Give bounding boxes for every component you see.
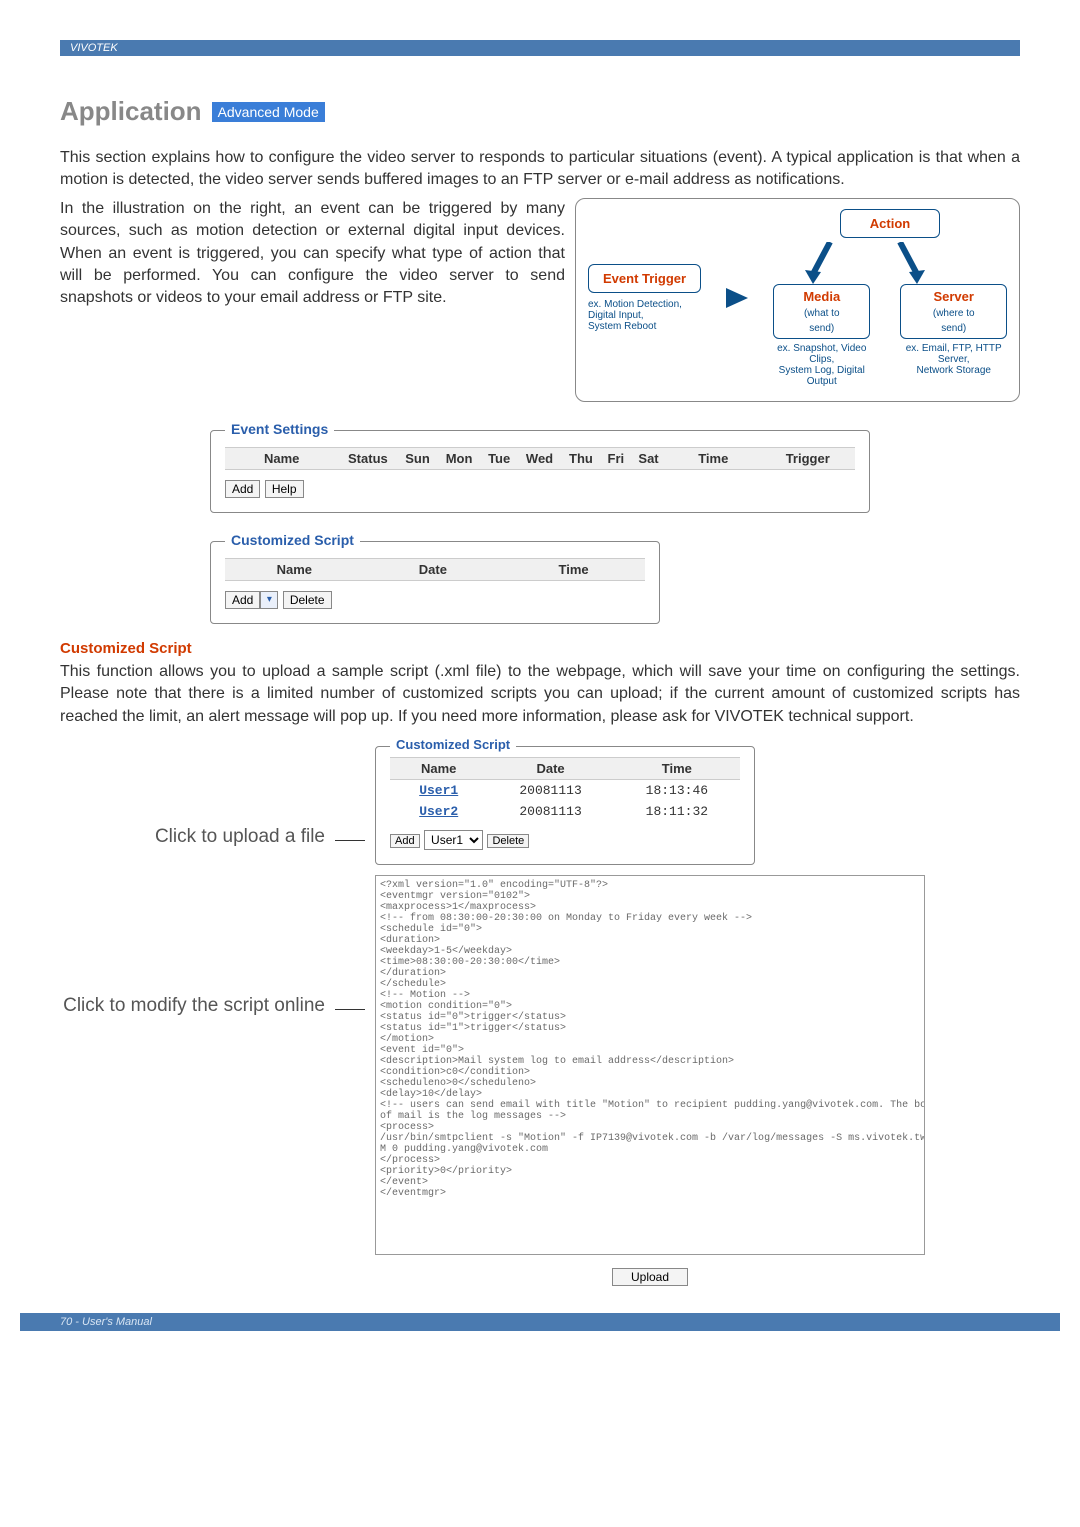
advanced-mode-badge: Advanced Mode <box>212 102 325 122</box>
col-fri: Fri <box>601 447 631 469</box>
row-time: 18:13:46 <box>614 779 740 801</box>
xml-editor[interactable] <box>375 875 925 1255</box>
customized-script-heading: Customized Script <box>60 640 1020 657</box>
arrow-down-right-icon <box>895 242 925 284</box>
modify-script-label: Click to modify the script online <box>60 995 325 1017</box>
col-sun: Sun <box>397 447 437 469</box>
footer: 70 - User's Manual <box>20 1313 1060 1331</box>
arrow-down-left-icon <box>805 242 835 284</box>
delete-button[interactable]: Delete <box>487 834 529 848</box>
help-button[interactable]: Help <box>265 480 304 498</box>
flow-diagram: Event Trigger ex. Motion Detection, Digi… <box>575 198 1020 402</box>
media-box: Media (what to send) <box>773 284 870 339</box>
add-script-button[interactable]: Add <box>225 591 260 609</box>
row-time: 18:11:32 <box>614 801 740 822</box>
delete-script-button[interactable]: Delete <box>283 591 332 609</box>
col-thu: Thu <box>561 447 600 469</box>
pointer-line-icon <box>335 1009 365 1010</box>
customized-script-panel-populated: Customized Script Name Date Time User1 2… <box>375 746 755 865</box>
play-arrow-icon <box>726 288 748 308</box>
add-event-button[interactable]: Add <box>225 480 260 498</box>
customized-script-title: Customized Script <box>225 532 360 548</box>
user-select[interactable]: User1 <box>424 830 483 850</box>
add-button[interactable]: Add <box>390 834 420 848</box>
col-trigger: Trigger <box>761 447 856 469</box>
upload-button[interactable]: Upload <box>612 1268 688 1286</box>
col-time: Time <box>666 447 761 469</box>
event-settings-table: Name Status Sun Mon Tue Wed Thu Fri Sat … <box>225 447 855 470</box>
page-title: Application <box>60 96 202 127</box>
row-date: 20081113 <box>487 779 613 801</box>
media-examples: ex. Snapshot, Video Clips, System Log, D… <box>773 343 870 387</box>
illustration-text: In the illustration on the right, an eve… <box>60 198 565 310</box>
customized-script-title-2: Customized Script <box>390 737 516 752</box>
customized-script-table-empty: Name Date Time <box>225 558 645 581</box>
user1-link[interactable]: User1 <box>419 783 458 798</box>
col-wed: Wed <box>518 447 562 469</box>
col-date: Date <box>364 558 503 580</box>
col-time: Time <box>502 558 645 580</box>
title-row: Application Advanced Mode <box>60 96 1020 127</box>
upload-file-label: Click to upload a file <box>60 826 325 848</box>
event-trigger-examples: ex. Motion Detection, Digital Input, Sys… <box>588 299 701 332</box>
dropdown-icon[interactable]: ▾ <box>260 591 278 609</box>
brand-header: VIVOTEK <box>60 40 1020 56</box>
row-date: 20081113 <box>487 801 613 822</box>
col-name: Name <box>225 558 364 580</box>
intro-text: This section explains how to configure t… <box>60 147 1020 192</box>
action-box: Action <box>840 209 940 238</box>
event-settings-panel: Event Settings Name Status Sun Mon Tue W… <box>210 430 870 513</box>
user2-link[interactable]: User2 <box>419 804 458 819</box>
customized-script-panel-empty: Customized Script Name Date Time Add▾ De… <box>210 541 660 624</box>
col-tue: Tue <box>481 447 518 469</box>
col-sat: Sat <box>631 447 666 469</box>
col-name: Name <box>390 757 487 779</box>
pointer-line-icon <box>335 840 365 841</box>
col-time: Time <box>614 757 740 779</box>
col-date: Date <box>487 757 613 779</box>
col-status: Status <box>338 447 397 469</box>
event-settings-title: Event Settings <box>225 421 334 437</box>
customized-script-table-populated: Name Date Time User1 20081113 18:13:46 U… <box>390 757 740 822</box>
server-examples: ex. Email, FTP, HTTP Server, Network Sto… <box>900 343 1007 376</box>
event-trigger-box: Event Trigger <box>588 264 701 293</box>
table-row: User2 20081113 18:11:32 <box>390 801 740 822</box>
customized-script-description: This function allows you to upload a sam… <box>60 661 1020 728</box>
server-box: Server (where to send) <box>900 284 1007 339</box>
col-name: Name <box>225 447 338 469</box>
col-mon: Mon <box>438 447 481 469</box>
table-row: User1 20081113 18:13:46 <box>390 779 740 801</box>
